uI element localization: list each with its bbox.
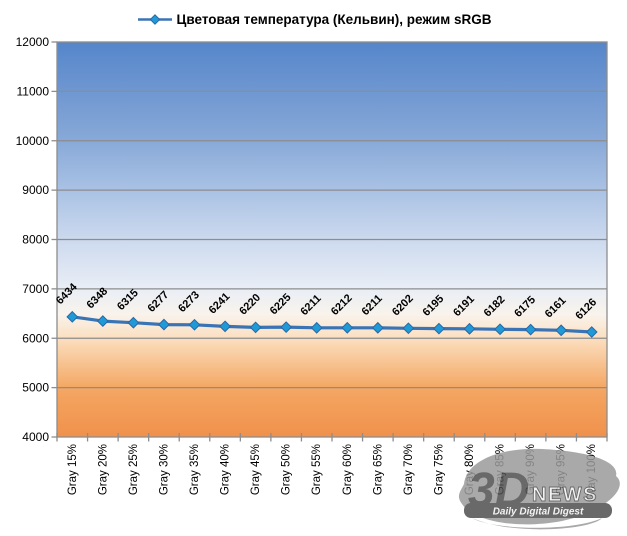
data-point-marker [280,321,293,334]
x-tick-label: Gray 30% [158,444,170,495]
data-point-marker [310,321,323,334]
x-tick-label: Gray 35% [189,444,201,495]
data-point-marker [402,322,415,335]
y-tick-label: 5000 [22,381,49,395]
data-point-marker [494,323,506,336]
data-point-marker [96,315,109,327]
x-tick-label: Gray 75% [433,444,445,495]
data-point-marker [158,318,170,331]
x-tick-label: Gray 50% [281,444,293,495]
data-point-marker [219,320,231,333]
x-tick-label: Gray 25% [128,444,140,495]
data-point-marker [341,321,354,334]
x-tick-label: Gray 100% [586,444,598,502]
x-tick-label: Gray 85% [495,444,507,495]
y-tick-label: 7000 [22,282,49,296]
x-tick-label: Gray 60% [342,444,354,495]
x-tick-label: Gray 65% [372,444,384,495]
x-tick-label: Gray 45% [250,444,262,495]
data-point-marker [188,318,201,331]
legend-line-marker-icon [137,13,172,25]
data-point-marker [463,322,476,335]
chart-title: Цветовая температура (Кельвин), режим sR… [176,11,492,27]
x-tick-label: Gray 90% [525,444,537,495]
data-point-marker [371,321,384,334]
x-tick-label: Gray 80% [464,444,476,495]
y-tick-label: 6000 [22,331,49,345]
y-tick-label: 11000 [17,84,50,98]
data-point-marker [555,324,568,337]
y-tick-label: 9000 [22,183,49,197]
y-tick-label: 12000 [16,35,50,49]
y-tick-label: 10000 [16,134,50,148]
data-point-marker [66,310,79,323]
x-tick-label: Gray 20% [97,444,109,495]
data-point-marker [127,316,140,329]
data-point-marker [585,326,598,338]
x-tick-label: Gray 15% [67,444,79,495]
x-tick-label: Gray 95% [556,444,568,495]
x-tick-label: Gray 70% [403,444,415,495]
data-point-marker [433,322,445,335]
data-point-marker [524,323,537,336]
data-point-marker [249,321,262,334]
y-tick-label: 4000 [22,430,49,444]
x-tick-label: Gray 55% [311,444,323,495]
y-tick-label: 8000 [22,233,49,247]
chart-legend: Цветовая температура (Кельвин), режим sR… [0,7,627,31]
x-tick-label: Gray 40% [220,444,232,495]
